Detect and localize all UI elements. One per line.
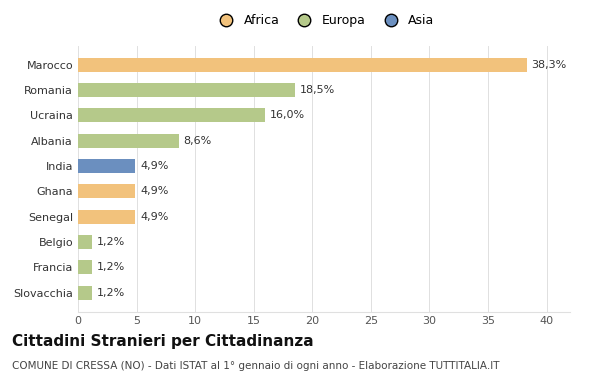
- Text: 38,3%: 38,3%: [532, 60, 566, 70]
- Text: 8,6%: 8,6%: [184, 136, 212, 146]
- Bar: [78, 159, 136, 173]
- Text: 16,0%: 16,0%: [270, 110, 305, 120]
- Bar: [78, 108, 265, 122]
- Text: 4,9%: 4,9%: [140, 186, 169, 196]
- Text: 1,2%: 1,2%: [97, 262, 125, 272]
- Text: 1,2%: 1,2%: [97, 288, 125, 298]
- Text: 18,5%: 18,5%: [299, 85, 335, 95]
- Text: 1,2%: 1,2%: [97, 237, 125, 247]
- Bar: [78, 260, 92, 274]
- Text: COMUNE DI CRESSA (NO) - Dati ISTAT al 1° gennaio di ogni anno - Elaborazione TUT: COMUNE DI CRESSA (NO) - Dati ISTAT al 1°…: [12, 361, 499, 371]
- Bar: [78, 235, 92, 249]
- Bar: [78, 83, 295, 97]
- Bar: [78, 134, 179, 147]
- Bar: [78, 210, 136, 223]
- Text: Cittadini Stranieri per Cittadinanza: Cittadini Stranieri per Cittadinanza: [12, 334, 314, 349]
- Bar: [78, 184, 136, 198]
- Text: 4,9%: 4,9%: [140, 212, 169, 222]
- Bar: [78, 58, 527, 71]
- Text: 4,9%: 4,9%: [140, 161, 169, 171]
- Legend: Africa, Europa, Asia: Africa, Europa, Asia: [209, 9, 439, 32]
- Bar: [78, 286, 92, 299]
